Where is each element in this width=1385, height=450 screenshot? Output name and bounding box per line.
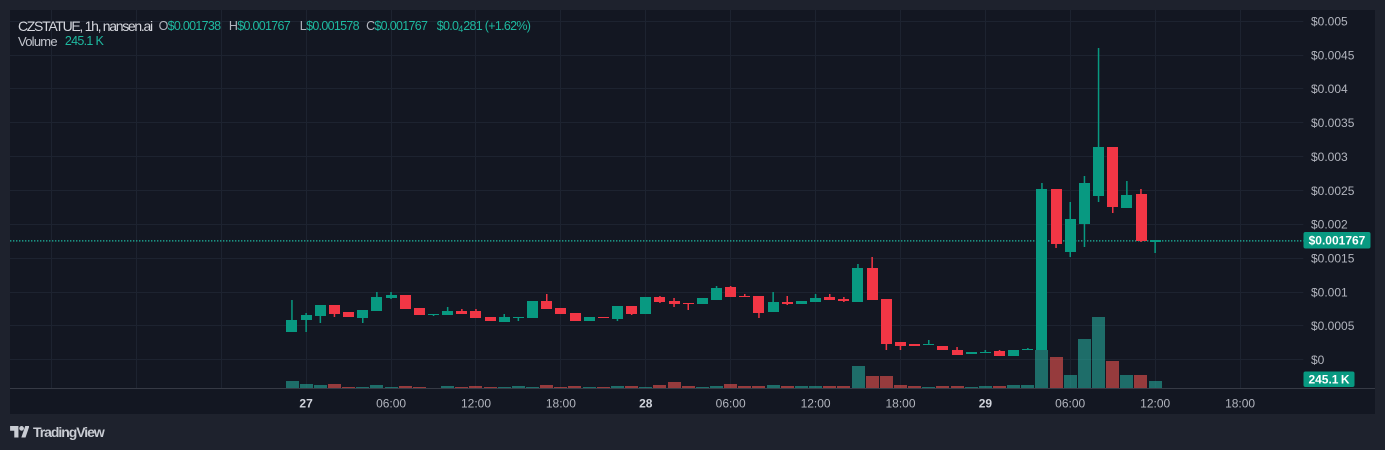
svg-text:12:00: 12:00 [801,397,831,411]
svg-text:12:00: 12:00 [461,397,491,411]
svg-text:27: 27 [299,397,313,411]
svg-text:12:00: 12:00 [1140,397,1170,411]
svg-text:$0: $0 [1311,353,1325,367]
svg-text:28: 28 [639,397,653,411]
svg-text:$0.005: $0.005 [1311,15,1348,29]
svg-text:$0.004: $0.004 [1311,82,1348,96]
svg-text:$0.003: $0.003 [1311,150,1348,164]
svg-text:29: 29 [979,397,993,411]
svg-text:18:00: 18:00 [546,397,576,411]
svg-text:$0.0025: $0.0025 [1311,184,1355,198]
svg-text:$0.0045: $0.0045 [1311,48,1355,62]
svg-text:$0.0035: $0.0035 [1311,116,1355,130]
svg-text:$0.0015: $0.0015 [1311,251,1355,265]
svg-text:245.1 K: 245.1 K [1308,372,1349,386]
svg-text:$0.001767: $0.001767 [1309,233,1366,247]
svg-text:$0.001: $0.001 [1311,285,1348,299]
svg-text:06:00: 06:00 [716,397,746,411]
svg-text:$0.0005: $0.0005 [1311,319,1355,333]
svg-text:$0.002: $0.002 [1311,218,1348,232]
svg-text:06:00: 06:00 [1055,397,1085,411]
svg-text:06:00: 06:00 [376,397,406,411]
svg-text:18:00: 18:00 [885,397,915,411]
svg-text:18:00: 18:00 [1225,397,1255,411]
